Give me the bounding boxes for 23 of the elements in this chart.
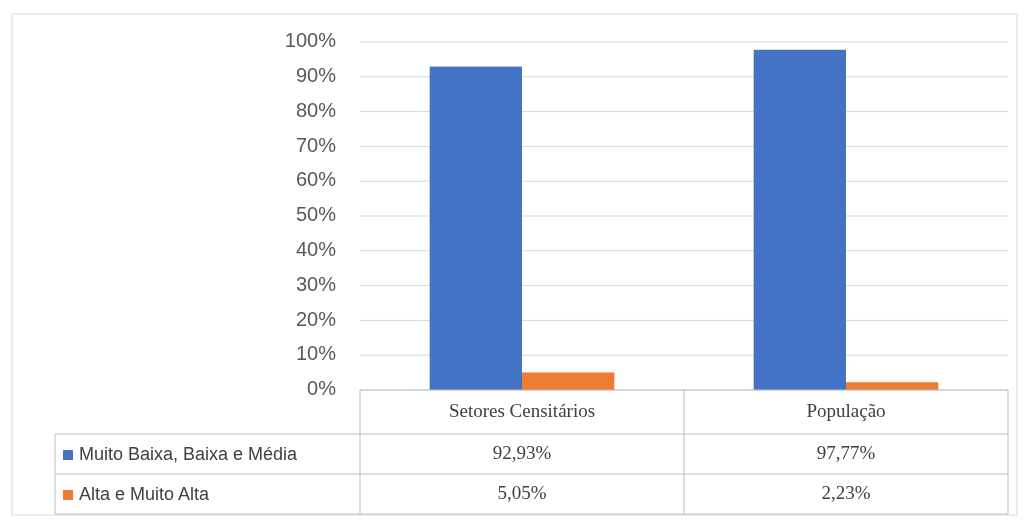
y-tick-label: 10% bbox=[295, 342, 337, 365]
bar bbox=[846, 382, 939, 390]
y-tick-label: 40% bbox=[295, 238, 337, 261]
y-tick-label: 70% bbox=[295, 133, 337, 156]
legend-label: Alta e Muito Alta bbox=[79, 483, 211, 504]
y-tick-label: 60% bbox=[295, 168, 337, 191]
data-label: 5,05% bbox=[497, 482, 547, 504]
bar bbox=[429, 66, 522, 390]
data-label: 97,77% bbox=[816, 442, 876, 464]
y-tick-label: 30% bbox=[295, 272, 337, 295]
y-tick-label: 90% bbox=[295, 64, 337, 87]
y-tick-label: 50% bbox=[295, 203, 337, 226]
y-tick-label: 20% bbox=[295, 307, 337, 330]
y-tick-label: 100% bbox=[284, 29, 337, 52]
x-tick-label: População bbox=[806, 400, 886, 422]
y-tick-label: 0% bbox=[307, 377, 337, 400]
bar bbox=[753, 49, 846, 390]
data-label: 92,93% bbox=[492, 442, 552, 464]
legend-label: Muito Baixa, Baixa e Média bbox=[79, 443, 299, 464]
y-tick-label: 80% bbox=[295, 98, 337, 121]
data-label: 2,23% bbox=[821, 482, 871, 504]
bar bbox=[522, 372, 615, 390]
x-tick-label: Setores Censitários bbox=[448, 400, 596, 422]
